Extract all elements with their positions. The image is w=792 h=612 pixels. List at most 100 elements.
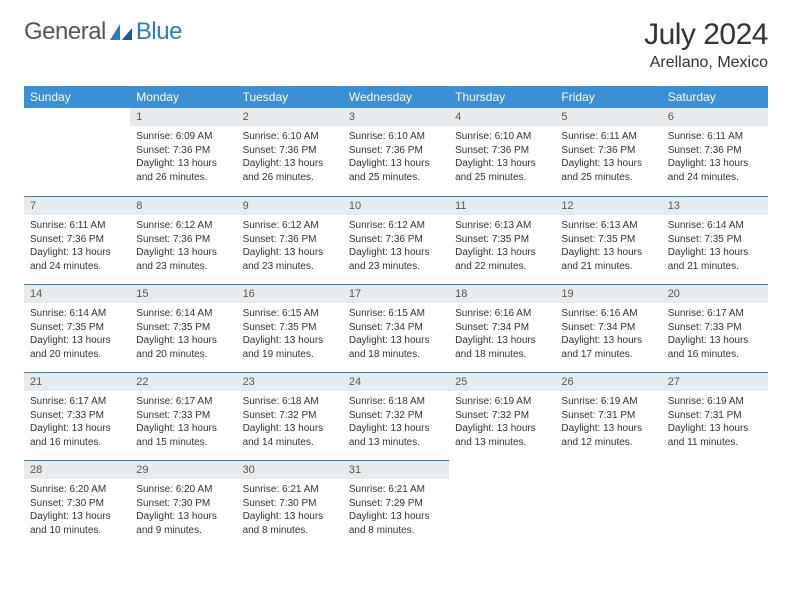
calendar-cell: .. [24,108,130,196]
calendar-cell: 1Sunrise: 6:09 AMSunset: 7:36 PMDaylight… [130,108,236,196]
calendar-cell: 25Sunrise: 6:19 AMSunset: 7:32 PMDayligh… [449,372,555,460]
calendar-row: 28Sunrise: 6:20 AMSunset: 7:30 PMDayligh… [24,460,768,548]
day-number: 8 [130,196,236,215]
calendar-cell: 6Sunrise: 6:11 AMSunset: 7:36 PMDaylight… [662,108,768,196]
day-body: Sunrise: 6:11 AMSunset: 7:36 PMDaylight:… [24,215,130,279]
day-body: Sunrise: 6:16 AMSunset: 7:34 PMDaylight:… [555,303,661,367]
day-number: 23 [237,372,343,391]
day-header: Sunday [24,86,130,108]
day-body: Sunrise: 6:21 AMSunset: 7:30 PMDaylight:… [237,479,343,543]
day-body: Sunrise: 6:14 AMSunset: 7:35 PMDaylight:… [24,303,130,367]
day-body: Sunrise: 6:12 AMSunset: 7:36 PMDaylight:… [130,215,236,279]
calendar-cell: 23Sunrise: 6:18 AMSunset: 7:32 PMDayligh… [237,372,343,460]
calendar-cell: 4Sunrise: 6:10 AMSunset: 7:36 PMDaylight… [449,108,555,196]
day-body: Sunrise: 6:14 AMSunset: 7:35 PMDaylight:… [130,303,236,367]
day-number: 21 [24,372,130,391]
day-number: 22 [130,372,236,391]
day-number: 4 [449,108,555,126]
day-body: Sunrise: 6:19 AMSunset: 7:32 PMDaylight:… [449,391,555,455]
calendar-row: 14Sunrise: 6:14 AMSunset: 7:35 PMDayligh… [24,284,768,372]
day-body: Sunrise: 6:09 AMSunset: 7:36 PMDaylight:… [130,126,236,190]
day-number: 15 [130,284,236,303]
day-header: Saturday [662,86,768,108]
day-body: Sunrise: 6:15 AMSunset: 7:34 PMDaylight:… [343,303,449,367]
calendar-cell: 19Sunrise: 6:16 AMSunset: 7:34 PMDayligh… [555,284,661,372]
calendar-row: ..1Sunrise: 6:09 AMSunset: 7:36 PMDaylig… [24,108,768,196]
day-body: Sunrise: 6:15 AMSunset: 7:35 PMDaylight:… [237,303,343,367]
day-number: 18 [449,284,555,303]
calendar-cell: 29Sunrise: 6:20 AMSunset: 7:30 PMDayligh… [130,460,236,548]
day-number: 2 [237,108,343,126]
logo-text-2: Blue [136,18,182,46]
day-header: Tuesday [237,86,343,108]
day-number: 17 [343,284,449,303]
day-body: Sunrise: 6:13 AMSunset: 7:35 PMDaylight:… [555,215,661,279]
calendar-cell: 3Sunrise: 6:10 AMSunset: 7:36 PMDaylight… [343,108,449,196]
day-body: Sunrise: 6:20 AMSunset: 7:30 PMDaylight:… [130,479,236,543]
day-number: 29 [130,460,236,479]
day-number: 25 [449,372,555,391]
logo: General Blue [24,18,182,46]
day-number: 9 [237,196,343,215]
day-header: Thursday [449,86,555,108]
calendar-cell: 20Sunrise: 6:17 AMSunset: 7:33 PMDayligh… [662,284,768,372]
day-number: 1 [130,108,236,126]
location: Arellano, Mexico [644,54,768,72]
day-body: Sunrise: 6:10 AMSunset: 7:36 PMDaylight:… [237,126,343,190]
calendar-row: 7Sunrise: 6:11 AMSunset: 7:36 PMDaylight… [24,196,768,284]
day-number: 5 [555,108,661,126]
day-number: 24 [343,372,449,391]
day-number: 13 [662,196,768,215]
calendar-cell: 24Sunrise: 6:18 AMSunset: 7:32 PMDayligh… [343,372,449,460]
calendar-cell: 11Sunrise: 6:13 AMSunset: 7:35 PMDayligh… [449,196,555,284]
calendar-cell: .. [662,460,768,548]
calendar-table: SundayMondayTuesdayWednesdayThursdayFrid… [24,86,768,548]
calendar-cell: 2Sunrise: 6:10 AMSunset: 7:36 PMDaylight… [237,108,343,196]
calendar-cell: 7Sunrise: 6:11 AMSunset: 7:36 PMDaylight… [24,196,130,284]
day-number: 31 [343,460,449,479]
day-body: Sunrise: 6:17 AMSunset: 7:33 PMDaylight:… [662,303,768,367]
day-body: Sunrise: 6:17 AMSunset: 7:33 PMDaylight:… [130,391,236,455]
day-body: Sunrise: 6:18 AMSunset: 7:32 PMDaylight:… [343,391,449,455]
calendar-cell: 15Sunrise: 6:14 AMSunset: 7:35 PMDayligh… [130,284,236,372]
calendar-cell: 28Sunrise: 6:20 AMSunset: 7:30 PMDayligh… [24,460,130,548]
calendar-cell: .. [449,460,555,548]
day-number: 11 [449,196,555,215]
day-number: 7 [24,196,130,215]
day-number: 12 [555,196,661,215]
day-number: 10 [343,196,449,215]
day-number: 19 [555,284,661,303]
header: General Blue July 2024 Arellano, Mexico [24,18,768,72]
day-body: Sunrise: 6:12 AMSunset: 7:36 PMDaylight:… [343,215,449,279]
day-body: Sunrise: 6:20 AMSunset: 7:30 PMDaylight:… [24,479,130,543]
calendar-cell: 17Sunrise: 6:15 AMSunset: 7:34 PMDayligh… [343,284,449,372]
day-number: 3 [343,108,449,126]
day-number: 20 [662,284,768,303]
day-number: 27 [662,372,768,391]
day-body: Sunrise: 6:21 AMSunset: 7:29 PMDaylight:… [343,479,449,543]
calendar-cell: 8Sunrise: 6:12 AMSunset: 7:36 PMDaylight… [130,196,236,284]
day-header: Wednesday [343,86,449,108]
title-block: July 2024 Arellano, Mexico [644,18,768,72]
logo-text-1: General [24,18,106,46]
day-number: 16 [237,284,343,303]
day-body: Sunrise: 6:18 AMSunset: 7:32 PMDaylight:… [237,391,343,455]
day-body: Sunrise: 6:10 AMSunset: 7:36 PMDaylight:… [343,126,449,190]
logo-sail-icon [110,24,132,40]
day-body: Sunrise: 6:19 AMSunset: 7:31 PMDaylight:… [555,391,661,455]
month-title: July 2024 [644,18,768,52]
day-body: Sunrise: 6:13 AMSunset: 7:35 PMDaylight:… [449,215,555,279]
calendar-cell: 27Sunrise: 6:19 AMSunset: 7:31 PMDayligh… [662,372,768,460]
day-header-row: SundayMondayTuesdayWednesdayThursdayFrid… [24,86,768,108]
calendar-cell: 5Sunrise: 6:11 AMSunset: 7:36 PMDaylight… [555,108,661,196]
calendar-row: 21Sunrise: 6:17 AMSunset: 7:33 PMDayligh… [24,372,768,460]
day-number: 6 [662,108,768,126]
calendar-cell: .. [555,460,661,548]
day-body: Sunrise: 6:11 AMSunset: 7:36 PMDaylight:… [662,126,768,190]
calendar-cell: 12Sunrise: 6:13 AMSunset: 7:35 PMDayligh… [555,196,661,284]
day-number: 14 [24,284,130,303]
day-body: Sunrise: 6:10 AMSunset: 7:36 PMDaylight:… [449,126,555,190]
calendar-cell: 16Sunrise: 6:15 AMSunset: 7:35 PMDayligh… [237,284,343,372]
day-body: Sunrise: 6:16 AMSunset: 7:34 PMDaylight:… [449,303,555,367]
calendar-cell: 22Sunrise: 6:17 AMSunset: 7:33 PMDayligh… [130,372,236,460]
